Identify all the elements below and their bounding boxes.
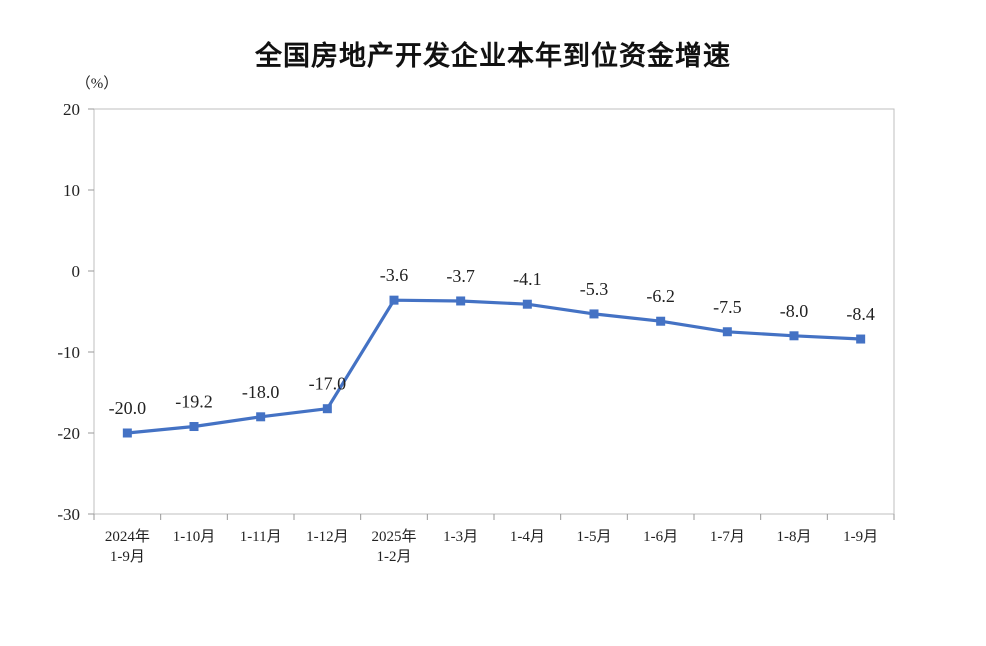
data-label: -4.1 [513,269,542,289]
data-label: -17.0 [309,374,347,394]
data-label: -20.0 [109,398,147,418]
x-tick-label: 1-12月 [306,529,349,545]
x-axis-ticks: 2024年 1-9月 1-10月 1-11月 1-12月 2025年 1-2月 1-3月 1-4… [93,514,895,565]
data-point [656,316,666,326]
y-tick-label: 10 [63,181,80,200]
data-point [189,422,199,432]
data-point [122,428,132,438]
data-point [856,334,866,344]
data-label: -3.6 [380,265,409,285]
data-label: -8.0 [780,301,809,321]
series-markers [122,295,866,438]
x-tick-label: 1-6月 [643,529,678,545]
data-point [789,331,799,341]
data-point [389,295,399,305]
y-tick-label: -10 [57,343,80,362]
x-tick-label: 1-5月 [577,529,612,545]
x-tick-label: 2025年 1-2月 [371,528,416,565]
x-tick-label: 1-3月 [443,529,478,545]
chart-title: 全国房地产开发企业本年到位资金增速 [255,41,731,72]
data-label: -3.7 [446,266,475,286]
data-point [256,412,266,422]
data-label: -7.5 [713,297,742,317]
x-tick-label: 1-10月 [173,529,216,545]
y-tick-label: -30 [57,505,80,524]
y-tick-label: 0 [72,262,81,281]
data-point [589,309,599,319]
data-point [522,299,532,309]
series-line [127,298,861,435]
data-label: -6.2 [646,286,675,306]
data-point [322,404,332,414]
y-tick-label: -20 [57,424,80,443]
x-tick-label: 1-7月 [710,529,745,545]
data-label: -8.4 [846,304,875,324]
plot-area-frame [93,108,895,515]
data-point [456,296,466,306]
y-axis-ticks: 20 10 0 -10 -20 -30 [57,100,94,524]
y-tick-label: 20 [63,100,80,119]
y-axis-unit-label: （%） [76,75,119,92]
data-labels: -20.0 -19.2 -18.0 -17.0 -3.6 -3.7 -4.1 -5.3 -6.2… [109,265,875,418]
data-label: -19.2 [175,392,213,412]
x-tick-label: 2024年 1-9月 [105,528,150,565]
data-point [722,327,732,337]
data-label: -5.3 [580,279,609,299]
data-label: -18.0 [242,382,280,402]
x-tick-label: 1-9月 [843,529,878,545]
x-tick-label: 1-4月 [510,529,545,545]
x-tick-label: 1-11月 [240,529,282,545]
x-tick-label: 1-8月 [777,529,812,545]
